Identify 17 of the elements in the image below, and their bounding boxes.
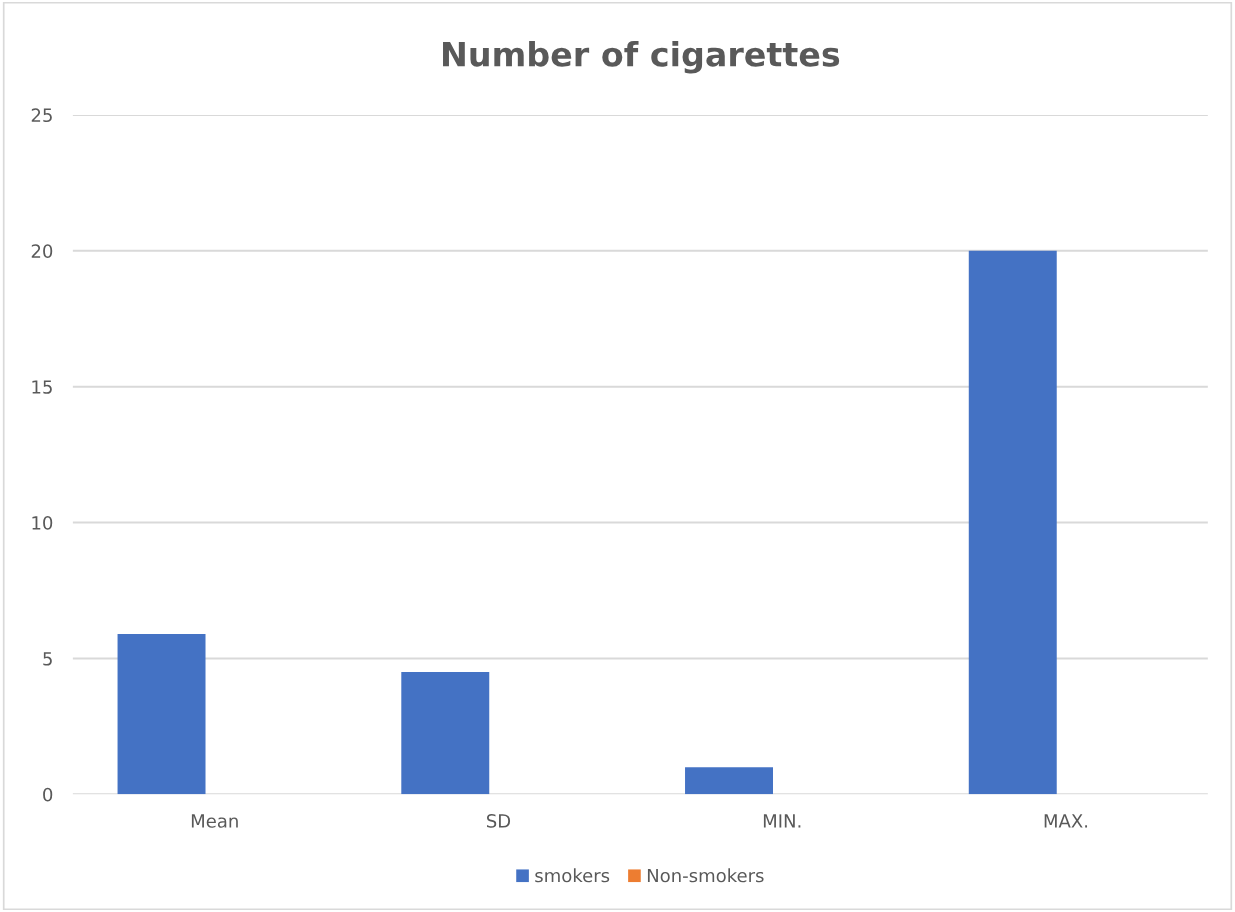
bar bbox=[968, 250, 1057, 795]
bar bbox=[401, 672, 490, 795]
y-tick-label: 5 bbox=[43, 652, 52, 666]
chart-title: Number of cigarettes bbox=[443, 40, 840, 74]
y-tick-label: 15 bbox=[32, 380, 52, 394]
bar bbox=[117, 634, 206, 795]
x-tick-label: MIN. bbox=[763, 814, 801, 828]
y-tick-label: 20 bbox=[31, 244, 53, 258]
legend-label: smokers bbox=[535, 868, 610, 883]
bar bbox=[685, 767, 773, 795]
legend-label: Non-smokers bbox=[647, 868, 764, 883]
y-tick-label: 0 bbox=[43, 787, 53, 802]
y-tick-label: 25 bbox=[31, 108, 52, 123]
x-tick-label: SD bbox=[486, 814, 511, 828]
x-tick-label: MAX. bbox=[1044, 814, 1088, 828]
x-tick-label: Mean bbox=[191, 814, 238, 828]
y-tick-label: 10 bbox=[32, 516, 53, 530]
